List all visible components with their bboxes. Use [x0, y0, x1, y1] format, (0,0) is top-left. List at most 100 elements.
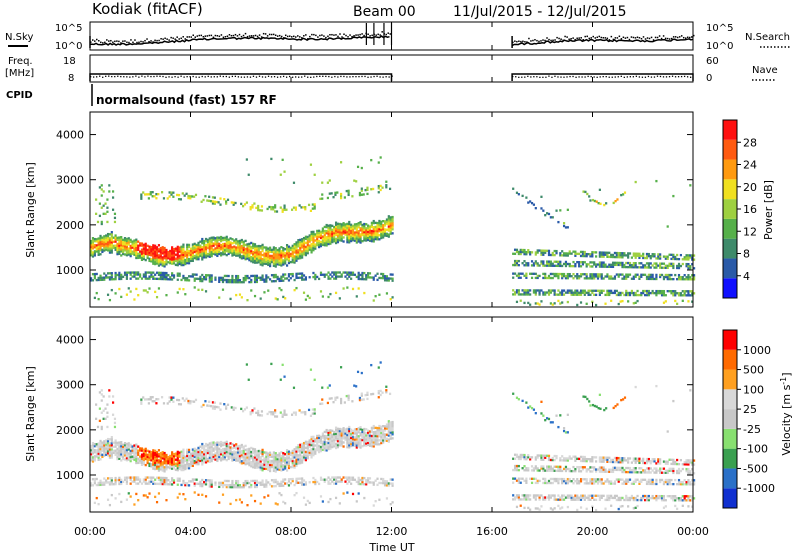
power-cell — [385, 232, 389, 235]
velocity-cell — [195, 463, 198, 466]
power-cell — [323, 229, 326, 233]
velocity-cell — [308, 453, 311, 456]
power-cell — [223, 278, 226, 282]
nave-dot — [292, 76, 294, 78]
power-cell — [95, 248, 98, 251]
power-cell — [252, 246, 255, 250]
velocity-cell — [90, 459, 93, 462]
power-cell — [235, 238, 238, 241]
power-cell — [204, 250, 208, 253]
power-cell — [129, 246, 132, 250]
velocity-cell — [316, 438, 319, 442]
power-cell — [340, 225, 343, 228]
power-cell — [180, 249, 183, 253]
velocity-cell — [114, 482, 117, 486]
power-cell — [144, 273, 147, 276]
nave-dot — [376, 75, 378, 77]
velocity-cell — [314, 478, 317, 482]
velocity-cell — [165, 476, 168, 480]
velocity-cell — [365, 440, 368, 443]
velocity-cell — [193, 455, 196, 459]
nave-dot — [542, 76, 544, 78]
power-cell — [647, 291, 650, 295]
power-cell — [148, 245, 151, 248]
power-cell — [118, 275, 121, 279]
velocity-cell — [140, 482, 144, 485]
power-cell — [204, 248, 208, 251]
power-cell — [297, 251, 300, 254]
velocity-cell — [176, 460, 179, 464]
power-cell — [562, 262, 566, 266]
power-cell — [116, 246, 119, 250]
nave-dot — [572, 75, 574, 78]
power-cell — [265, 256, 268, 259]
power-cell — [628, 293, 632, 297]
velocity-cell — [312, 451, 315, 455]
power-cell — [186, 247, 189, 251]
power-cell — [342, 287, 345, 290]
velocity-cell — [319, 449, 323, 453]
nave-dot — [689, 76, 692, 78]
noise-dot — [222, 36, 225, 39]
power-cell — [334, 241, 338, 245]
power-cell — [118, 236, 121, 239]
power-cell — [267, 255, 270, 258]
velocity-cell — [220, 453, 223, 456]
velocity-cell — [323, 434, 326, 438]
noise-dot — [291, 36, 293, 38]
velocity-cell — [357, 435, 360, 438]
power-cell — [538, 293, 541, 296]
power-cell — [391, 219, 394, 223]
velocity-cell — [321, 440, 324, 443]
velocity-cell — [91, 450, 95, 453]
power-cell — [318, 229, 321, 232]
velocity-cell — [133, 452, 136, 455]
power-cell — [564, 260, 568, 264]
power-cell — [250, 256, 253, 259]
velocity-cell — [367, 433, 370, 436]
velocity-cell — [306, 457, 309, 460]
power-cell — [568, 250, 571, 253]
power-cell — [659, 255, 662, 258]
velocity-cell — [261, 479, 264, 482]
power-cell — [287, 257, 291, 261]
velocity-cell — [367, 477, 370, 480]
velocity-cell — [97, 450, 100, 453]
power-cell — [199, 240, 202, 243]
power-cell — [110, 251, 113, 254]
nave-dot — [165, 76, 167, 78]
velocity-cell — [250, 479, 253, 483]
velocity-cell — [368, 444, 372, 447]
power-cell — [532, 203, 536, 206]
nave-dot — [135, 75, 137, 77]
power-cell — [691, 292, 694, 295]
power-cell — [350, 273, 353, 276]
velocity-cell — [301, 477, 304, 480]
velocity-cell — [137, 453, 140, 456]
noise-dot — [128, 41, 130, 44]
power-cell — [348, 224, 351, 228]
power-cell — [527, 293, 530, 296]
power-cell — [332, 196, 335, 199]
power-cell — [572, 291, 575, 294]
velocity-cell — [108, 454, 112, 457]
power-cell — [340, 231, 343, 234]
velocity-cell — [244, 481, 247, 485]
velocity-cell — [269, 455, 272, 458]
power-cell — [378, 227, 381, 231]
velocity-cell — [142, 460, 145, 464]
velocity-cell — [182, 460, 185, 464]
power-cell — [689, 265, 692, 268]
power-cell — [148, 257, 151, 261]
velocity-cell — [261, 450, 264, 454]
nave-dot — [243, 76, 246, 78]
velocity-cell — [187, 480, 191, 483]
noise-dot — [303, 35, 305, 37]
velocity-cell — [272, 451, 275, 454]
velocity-cell — [323, 430, 326, 434]
power-cell — [318, 277, 321, 281]
power-cell — [146, 250, 149, 254]
power-cell — [274, 206, 277, 209]
power-cell — [302, 249, 306, 252]
power-cell — [353, 179, 356, 182]
